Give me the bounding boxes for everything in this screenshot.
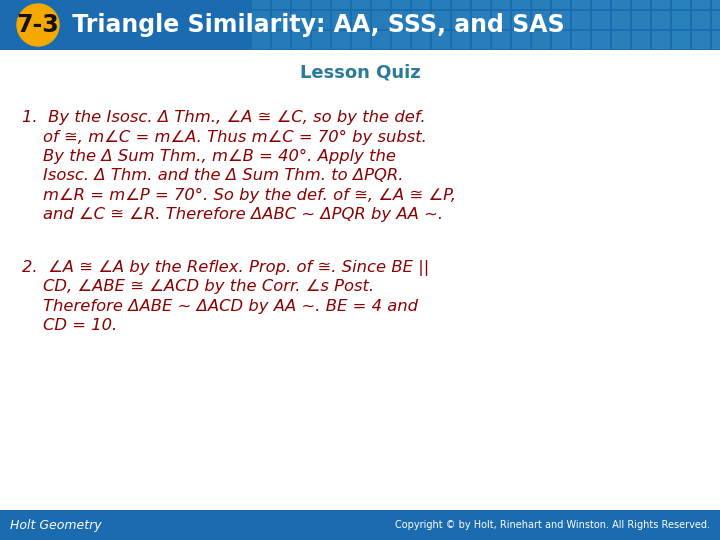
Text: 1.  By the Isosc. Δ Thm., ∠A ≅ ∠C, so by the def.: 1. By the Isosc. Δ Thm., ∠A ≅ ∠C, so by … (22, 110, 426, 125)
Bar (672, 31, 690, 49)
Bar (672, 0, 690, 9)
Bar (372, 11, 390, 29)
Bar (552, 0, 570, 9)
Bar (532, 11, 550, 29)
Text: m∠R = m∠P = 70°. So by the def. of ≅, ∠A ≅ ∠P,: m∠R = m∠P = 70°. So by the def. of ≅, ∠A… (22, 188, 456, 203)
Text: By the Δ Sum Thm., m∠B = 40°. Apply the: By the Δ Sum Thm., m∠B = 40°. Apply the (22, 149, 396, 164)
Bar (272, 0, 290, 9)
Bar (392, 11, 410, 29)
Bar (412, 0, 430, 9)
Bar (572, 11, 590, 29)
Bar (272, 11, 290, 29)
Bar (432, 0, 450, 9)
Bar (672, 11, 690, 29)
Bar (552, 11, 570, 29)
Bar (592, 31, 610, 49)
Bar (492, 0, 510, 9)
Bar (632, 31, 650, 49)
Bar (352, 11, 370, 29)
Bar (372, 0, 390, 9)
Bar (432, 31, 450, 49)
Bar (532, 0, 550, 9)
Text: Therefore ΔABE ~ ΔACD by AA ~. BE = 4 and: Therefore ΔABE ~ ΔACD by AA ~. BE = 4 an… (22, 299, 418, 314)
Bar (692, 31, 710, 49)
Bar (612, 0, 630, 9)
Bar (512, 31, 530, 49)
Bar (472, 11, 490, 29)
Text: Triangle Similarity: AA, SSS, and SAS: Triangle Similarity: AA, SSS, and SAS (64, 13, 564, 37)
Bar (492, 11, 510, 29)
Bar (332, 31, 350, 49)
Bar (292, 0, 310, 9)
Bar (632, 11, 650, 29)
Bar (312, 0, 330, 9)
Bar (392, 31, 410, 49)
Bar (512, 0, 530, 9)
Bar (572, 31, 590, 49)
Bar (572, 0, 590, 9)
Bar (512, 11, 530, 29)
Bar (712, 11, 720, 29)
Bar (0, 0, 720, 50)
Text: and ∠C ≅ ∠R. Therefore ΔABC ~ ΔPQR by AA ~.: and ∠C ≅ ∠R. Therefore ΔABC ~ ΔPQR by AA… (22, 207, 443, 222)
Text: Lesson Quiz: Lesson Quiz (300, 63, 420, 81)
Bar (452, 31, 470, 49)
Bar (592, 11, 610, 29)
Bar (712, 31, 720, 49)
Circle shape (17, 4, 59, 46)
Bar (652, 11, 670, 29)
Bar (252, 11, 270, 29)
Bar (0, 510, 720, 540)
Bar (492, 31, 510, 49)
Text: Copyright © by Holt, Rinehart and Winston. All Rights Reserved.: Copyright © by Holt, Rinehart and Winsto… (395, 520, 710, 530)
Bar (692, 11, 710, 29)
Bar (592, 0, 610, 9)
Bar (332, 0, 350, 9)
Text: CD, ∠ABE ≅ ∠ACD by the Corr. ∠s Post.: CD, ∠ABE ≅ ∠ACD by the Corr. ∠s Post. (22, 280, 374, 294)
Bar (372, 31, 390, 49)
Bar (652, 31, 670, 49)
Bar (712, 0, 720, 9)
Bar (292, 31, 310, 49)
Bar (412, 11, 430, 29)
Bar (252, 31, 270, 49)
Bar (452, 0, 470, 9)
Bar (612, 11, 630, 29)
Bar (472, 31, 490, 49)
Bar (532, 31, 550, 49)
Text: Holt Geometry: Holt Geometry (10, 518, 102, 531)
Bar (552, 31, 570, 49)
Bar (472, 0, 490, 9)
Text: of ≅, m∠C = m∠A. Thus m∠C = 70° by subst.: of ≅, m∠C = m∠A. Thus m∠C = 70° by subst… (22, 130, 427, 145)
Bar (252, 0, 270, 9)
Text: CD = 10.: CD = 10. (22, 319, 117, 334)
Bar (692, 0, 710, 9)
Bar (352, 31, 370, 49)
Bar (452, 11, 470, 29)
Bar (332, 11, 350, 29)
Bar (632, 0, 650, 9)
Bar (612, 31, 630, 49)
Text: Isosc. Δ Thm. and the Δ Sum Thm. to ΔPQR.: Isosc. Δ Thm. and the Δ Sum Thm. to ΔPQR… (22, 168, 403, 184)
Bar (292, 11, 310, 29)
Bar (412, 31, 430, 49)
Bar (652, 0, 670, 9)
Bar (392, 0, 410, 9)
Bar (312, 31, 330, 49)
Text: 7-3: 7-3 (17, 13, 59, 37)
Bar (272, 31, 290, 49)
Bar (432, 11, 450, 29)
Bar (312, 11, 330, 29)
Text: 2.  ∠A ≅ ∠A by the Reflex. Prop. of ≅. Since BE ||: 2. ∠A ≅ ∠A by the Reflex. Prop. of ≅. Si… (22, 260, 429, 276)
Bar (352, 0, 370, 9)
